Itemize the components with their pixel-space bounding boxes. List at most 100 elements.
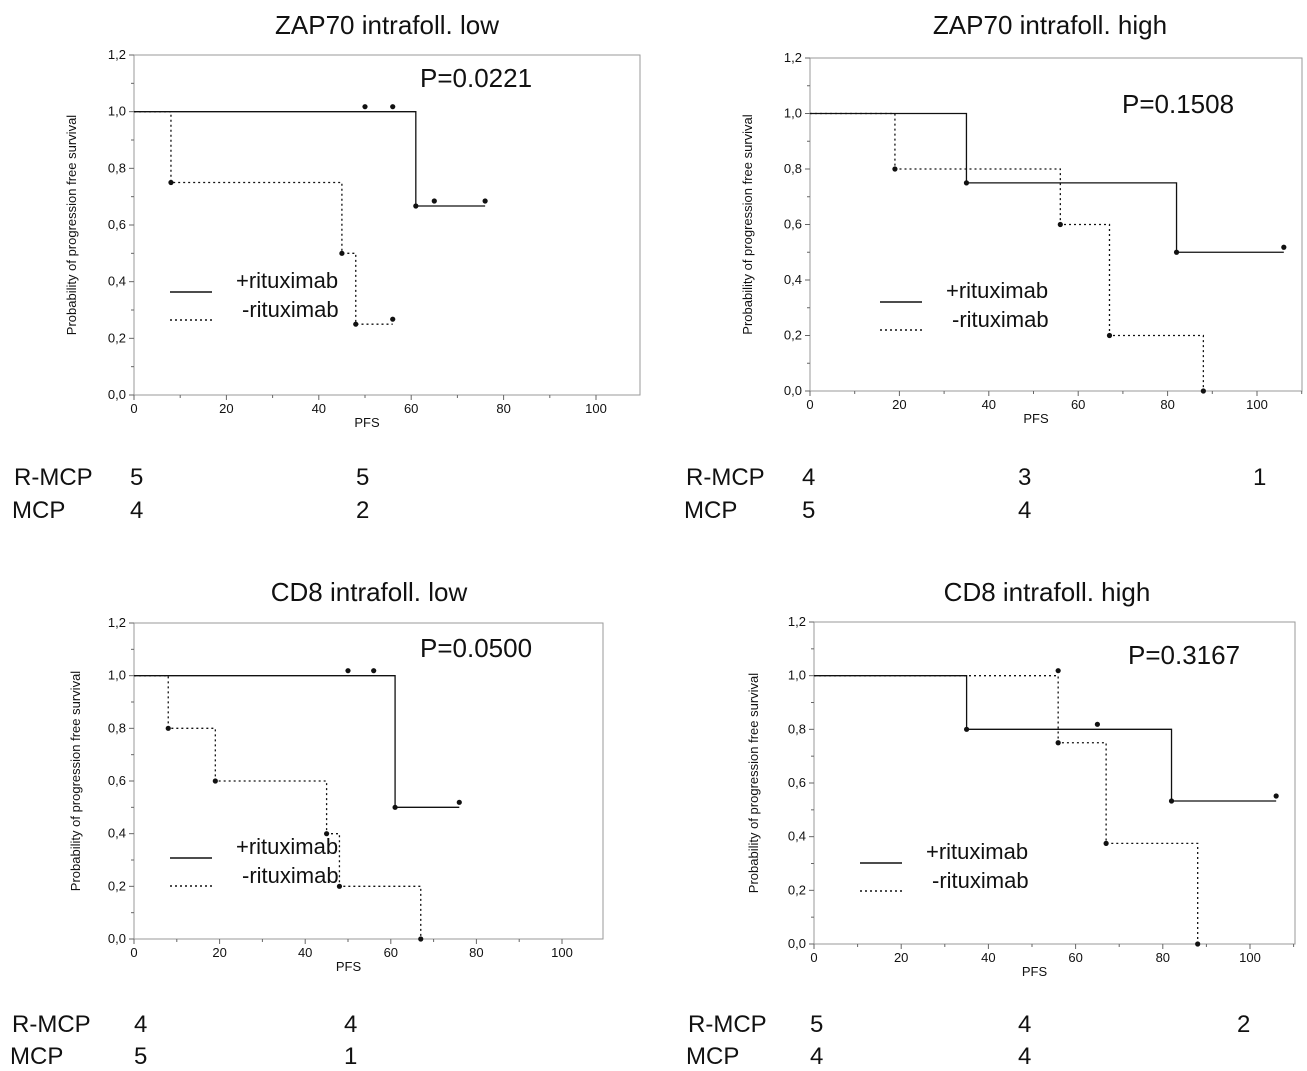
event-marker xyxy=(212,778,218,784)
risk-value: 2 xyxy=(1237,1011,1251,1038)
y-tick-label: 0,8 xyxy=(788,721,806,736)
event-marker xyxy=(1173,249,1180,255)
risk-value: 5 xyxy=(356,464,370,491)
km-curve-minus-rituximab xyxy=(814,675,1199,944)
x-tick-label: 100 xyxy=(1246,397,1268,412)
km-curve-plus-rituximab xyxy=(814,675,1277,802)
censor-marker xyxy=(1273,793,1279,799)
p-value: P=0.3167 xyxy=(1128,640,1240,670)
x-axis-label: PFS xyxy=(1023,411,1049,426)
risk-label-mcp: MCP xyxy=(684,497,738,524)
risk-value: 4 xyxy=(802,464,816,491)
risk-label-rmcp: R-MCP xyxy=(686,464,765,491)
y-tick-label: 0,4 xyxy=(784,272,802,287)
risk-value: 1 xyxy=(1253,464,1267,491)
y-tick-label: 0,4 xyxy=(788,829,806,844)
x-tick-label: 0 xyxy=(130,401,137,416)
censor-marker xyxy=(390,316,396,322)
y-tick-label: 0,0 xyxy=(108,931,126,946)
risk-value: 2 xyxy=(356,497,370,524)
y-tick-label: 0,2 xyxy=(108,330,126,345)
event-marker xyxy=(1103,840,1109,846)
risk-value: 5 xyxy=(134,1043,148,1070)
x-tick-label: 40 xyxy=(298,945,312,960)
event-marker xyxy=(353,321,359,327)
y-tick-label: 0,8 xyxy=(784,161,802,176)
x-axis-label: PFS xyxy=(1022,964,1048,979)
event-marker xyxy=(1055,740,1061,746)
censor-marker xyxy=(431,198,437,204)
y-tick-label: 0,0 xyxy=(784,383,802,398)
risk-value: 4 xyxy=(130,497,144,524)
y-tick-label: 1,2 xyxy=(108,47,126,62)
event-marker xyxy=(1200,388,1206,394)
p-value: P=0.0500 xyxy=(420,633,532,663)
x-tick-label: 60 xyxy=(404,401,418,416)
legend-label: +rituximab xyxy=(236,834,338,859)
plot-frame xyxy=(813,621,1296,945)
km-curve-plus-rituximab xyxy=(810,112,1284,253)
x-tick-label: 80 xyxy=(1156,950,1170,965)
x-tick-label: 0 xyxy=(806,397,813,412)
p-value: P=0.0221 xyxy=(420,63,532,93)
x-tick-label: 100 xyxy=(585,401,607,416)
risk-value: 4 xyxy=(1018,1043,1032,1070)
y-tick-label: 1,2 xyxy=(108,615,126,630)
censor-marker xyxy=(1055,668,1061,674)
risk-value: 4 xyxy=(134,1011,148,1038)
censor-marker xyxy=(456,799,462,805)
y-tick-label: 1,2 xyxy=(788,614,806,629)
event-marker xyxy=(892,166,898,172)
event-marker xyxy=(168,179,174,186)
risk-value: 4 xyxy=(810,1043,824,1070)
risk-value: 4 xyxy=(1018,497,1032,524)
chart-title: CD8 intrafoll. high xyxy=(943,577,1151,607)
censor-marker xyxy=(362,104,368,110)
y-tick-label: 1,0 xyxy=(108,104,126,119)
y-tick-label: 0,6 xyxy=(788,775,806,790)
event-marker xyxy=(963,180,970,186)
y-tick-label: 0,2 xyxy=(108,878,126,893)
censor-marker xyxy=(345,668,351,674)
x-tick-label: 80 xyxy=(496,401,510,416)
risk-value: 3 xyxy=(1018,464,1032,491)
x-tick-label: 80 xyxy=(469,945,483,960)
legend-label: -rituximab xyxy=(242,297,339,322)
legend-label: +rituximab xyxy=(946,278,1048,303)
km-curve-plus-rituximab xyxy=(134,111,486,207)
risk-value: 4 xyxy=(1018,1011,1032,1038)
risk-value: 5 xyxy=(802,497,816,524)
event-marker xyxy=(1106,332,1113,339)
risk-label-mcp: MCP xyxy=(12,497,66,524)
x-tick-label: 100 xyxy=(551,945,573,960)
x-axis-label: PFS xyxy=(336,959,362,974)
y-axis-label: Probability of progression free survival xyxy=(740,114,755,334)
y-tick-label: 0,6 xyxy=(784,217,802,232)
event-marker xyxy=(1168,798,1175,804)
censor-marker xyxy=(390,104,396,110)
x-tick-label: 100 xyxy=(1239,950,1261,965)
event-marker xyxy=(413,203,419,209)
event-marker xyxy=(964,726,970,732)
y-tick-label: 0,4 xyxy=(108,274,126,289)
km-curve-plus-rituximab xyxy=(134,675,460,808)
event-marker xyxy=(324,831,330,837)
x-tick-label: 40 xyxy=(982,397,996,412)
event-marker xyxy=(418,936,424,942)
y-tick-label: 0,8 xyxy=(108,160,126,175)
p-value: P=0.1508 xyxy=(1122,89,1234,119)
x-tick-label: 60 xyxy=(1068,950,1082,965)
y-axis-label: Probability of progression free survival xyxy=(746,673,761,893)
y-axis-label: Probability of progression free survival xyxy=(64,115,79,335)
risk-value: 5 xyxy=(810,1011,824,1038)
chart-title: ZAP70 intrafoll. low xyxy=(275,10,499,40)
y-tick-label: 1,0 xyxy=(788,668,806,683)
x-tick-label: 20 xyxy=(212,945,226,960)
y-tick-label: 0,2 xyxy=(784,328,802,343)
y-tick-label: 1,0 xyxy=(784,106,802,121)
event-marker xyxy=(336,883,343,889)
